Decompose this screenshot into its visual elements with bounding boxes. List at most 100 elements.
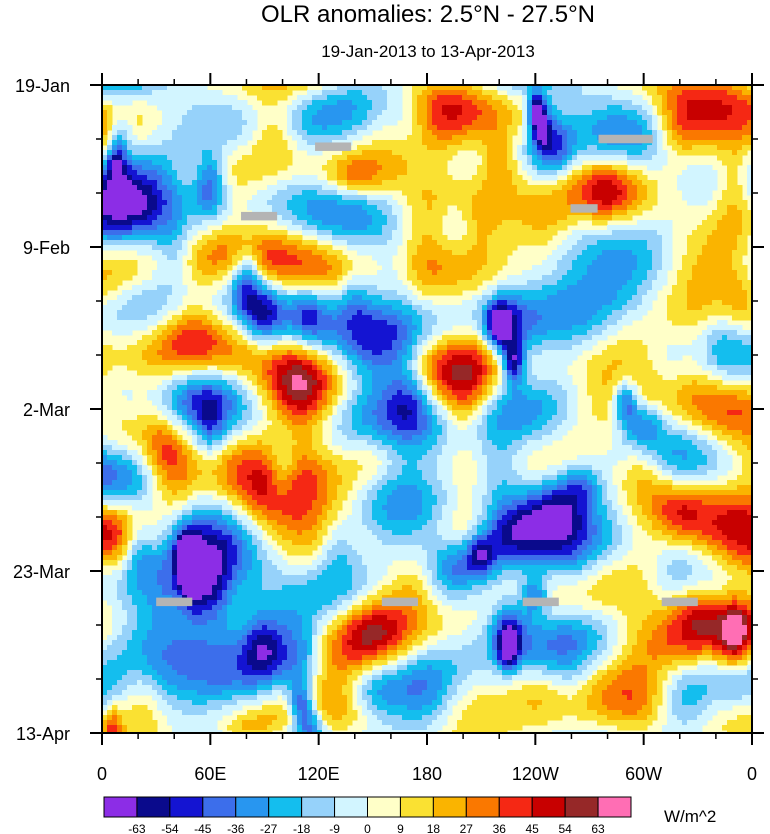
field-cell: [177, 320, 188, 326]
field-cell: [407, 170, 448, 176]
field-cell: [292, 120, 303, 126]
field-cell: [272, 385, 278, 391]
field-cell: [452, 135, 508, 141]
field-cell: [737, 235, 748, 241]
field-cell: [622, 385, 628, 391]
field-cell: [102, 360, 148, 366]
field-cell: [427, 395, 433, 401]
field-cell: [497, 115, 513, 121]
field-cell: [232, 320, 238, 326]
field-cell: [432, 445, 443, 451]
field-cell: [602, 485, 608, 491]
field-cell: [647, 515, 658, 521]
field-cell: [217, 535, 233, 541]
field-cell: [722, 645, 728, 651]
field-cell: [412, 265, 428, 271]
field-cell: [232, 170, 278, 176]
field-cell: [422, 365, 428, 371]
field-cell: [512, 325, 518, 331]
field-cell: [592, 565, 603, 571]
field-cell: [367, 495, 378, 501]
field-cell: [382, 685, 408, 691]
field-cell: [602, 375, 613, 381]
field-cell: [317, 365, 323, 371]
field-cell: [397, 330, 408, 336]
field-cell: [587, 385, 613, 391]
field-cell: [107, 235, 123, 241]
field-cell: [322, 90, 348, 96]
field-cell: [412, 380, 418, 386]
field-cell: [282, 690, 293, 696]
field-cell: [337, 190, 358, 196]
field-cell: [587, 145, 598, 151]
field-cell: [357, 350, 373, 356]
field-cell: [522, 100, 528, 106]
field-cell: [367, 110, 383, 116]
field-cell: [547, 645, 578, 651]
field-cell: [612, 505, 623, 511]
field-cell: [522, 435, 543, 441]
field-cell: [222, 690, 258, 696]
field-cell: [562, 460, 618, 466]
field-cell: [147, 630, 248, 636]
field-cell: [737, 395, 753, 401]
field-cell: [312, 715, 318, 721]
field-cell: [602, 350, 648, 356]
field-cell: [442, 375, 453, 381]
field-cell: [137, 605, 153, 611]
field-cell: [297, 355, 308, 361]
field-cell: [272, 300, 278, 306]
field-cell: [177, 560, 223, 566]
field-cell: [682, 265, 693, 271]
field-cell: [637, 395, 643, 401]
field-cell: [287, 385, 293, 391]
field-cell: [162, 540, 168, 546]
field-cell: [632, 665, 648, 671]
field-cell: [542, 610, 553, 616]
field-cell: [557, 625, 573, 631]
field-cell: [362, 355, 398, 361]
field-cell: [642, 390, 678, 396]
field-cell: [742, 455, 753, 461]
field-cell: [487, 645, 493, 651]
field-cell: [312, 385, 323, 391]
field-cell: [292, 395, 308, 401]
field-cell: [527, 650, 558, 656]
field-cell: [637, 260, 653, 266]
field-cell: [567, 465, 593, 471]
field-cell: [572, 660, 583, 666]
field-cell: [442, 415, 448, 421]
field-cell: [542, 590, 548, 596]
field-cell: [237, 715, 258, 721]
field-cell: [577, 505, 588, 511]
field-cell: [102, 575, 123, 581]
field-cell: [332, 400, 338, 406]
field-cell: [152, 130, 173, 136]
field-cell: [172, 545, 178, 551]
field-cell: [292, 350, 308, 356]
field-cell: [387, 435, 403, 441]
field-cell: [617, 605, 668, 611]
field-cell: [237, 590, 348, 596]
field-cell: [307, 210, 368, 216]
field-cell: [362, 415, 378, 421]
field-cell: [667, 565, 693, 571]
field-cell: [502, 385, 508, 391]
field-cell: [122, 420, 168, 426]
field-cell: [502, 660, 508, 666]
field-cell: [482, 90, 498, 96]
field-cell: [297, 95, 313, 101]
field-cell: [332, 725, 348, 731]
field-cell: [232, 300, 238, 306]
field-cell: [702, 420, 718, 426]
field-cell: [362, 410, 373, 416]
field-cell: [552, 105, 558, 111]
field-cell: [517, 650, 523, 656]
field-cell: [747, 120, 753, 126]
field-cell: [587, 200, 603, 206]
field-cell: [337, 390, 343, 396]
field-cell: [402, 390, 413, 396]
field-cell: [267, 185, 288, 191]
field-cell: [102, 165, 108, 171]
field-cell: [272, 325, 288, 331]
